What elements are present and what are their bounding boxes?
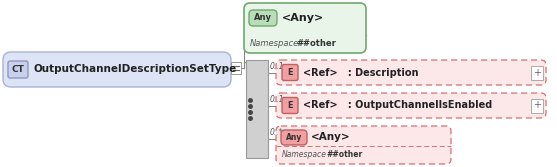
FancyBboxPatch shape [276,60,546,85]
FancyBboxPatch shape [282,98,298,114]
Text: ##other: ##other [296,40,336,48]
FancyBboxPatch shape [8,61,28,78]
Text: E: E [287,101,293,110]
Text: <Ref>   : OutputChannelIsEnabled: <Ref> : OutputChannelIsEnabled [303,101,492,111]
Text: +: + [533,67,541,77]
FancyBboxPatch shape [282,64,298,80]
FancyBboxPatch shape [249,10,277,26]
Text: CT: CT [12,65,25,74]
Text: 0..1: 0..1 [270,95,285,104]
Text: <Ref>   : Description: <Ref> : Description [303,67,418,77]
Bar [246,60,268,158]
FancyBboxPatch shape [276,126,451,164]
FancyBboxPatch shape [276,93,546,118]
Text: 0..1: 0..1 [270,62,285,71]
Text: ##other: ##other [326,150,362,159]
Text: <Any>: <Any> [311,132,350,142]
FancyBboxPatch shape [281,130,307,145]
FancyBboxPatch shape [3,52,231,87]
Text: Namespace: Namespace [250,40,299,48]
Text: Any: Any [286,133,302,142]
Bar [531,99,543,113]
Bar [231,62,241,74]
Text: OutputChannelDescriptionSetType: OutputChannelDescriptionSetType [34,64,237,74]
Text: Namespace: Namespace [282,150,327,159]
FancyBboxPatch shape [244,3,366,53]
Text: E: E [287,68,293,77]
Text: Any: Any [254,14,272,23]
Text: +: + [533,101,541,111]
Text: <Any>: <Any> [282,13,324,23]
Text: 0..*: 0..* [270,128,284,137]
Bar [531,65,543,79]
